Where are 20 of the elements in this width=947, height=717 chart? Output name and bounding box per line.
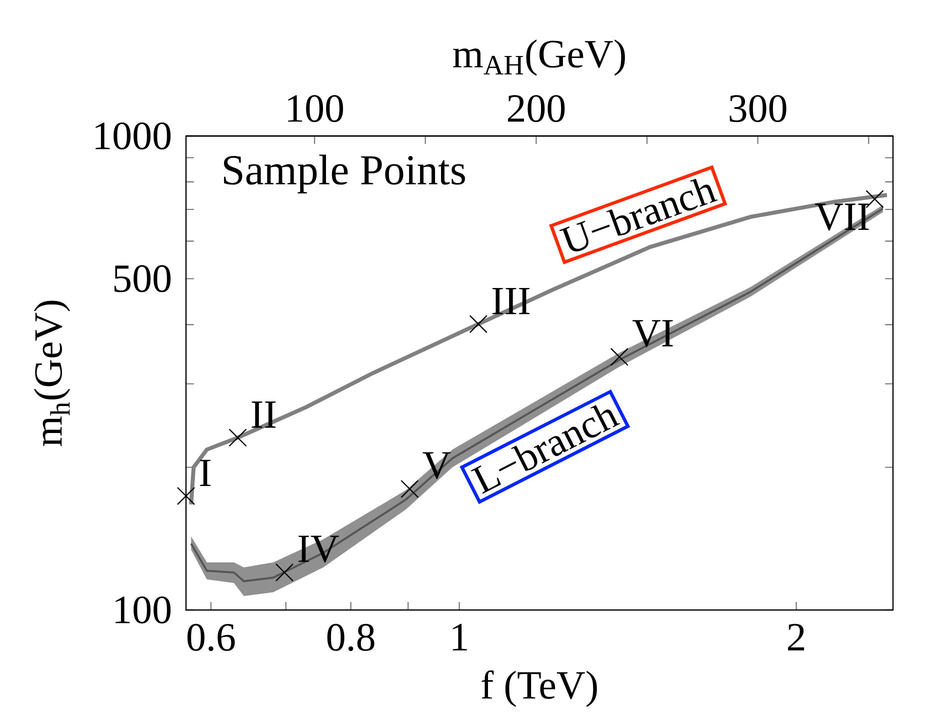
annotation: VI bbox=[632, 320, 673, 347]
y-tick-label: 500 bbox=[114, 265, 171, 292]
annotation: VII bbox=[815, 204, 869, 230]
x2-tick-label: 100 bbox=[288, 95, 344, 122]
x-tick-label: 2 bbox=[788, 624, 804, 650]
y-axis-title: m$_{h}$(GeV) bbox=[34, 300, 70, 446]
annotation: I bbox=[200, 460, 211, 486]
x2-axis-title: m$_{AH}$(GeV) bbox=[453, 40, 625, 76]
x2-tick-label: 300 bbox=[730, 95, 786, 122]
annotation: IV bbox=[298, 536, 339, 563]
x2-tick-label: 200 bbox=[508, 95, 565, 122]
chart-title: Sample Points bbox=[224, 154, 465, 194]
x-axis-title: f (TeV) bbox=[482, 670, 597, 708]
x-tick-label: 0.6 bbox=[187, 624, 235, 652]
y-tick-label: 100 bbox=[116, 596, 171, 624]
x-tick-label: 0.8 bbox=[327, 624, 374, 652]
annotation: III bbox=[492, 288, 530, 314]
annotation: II bbox=[252, 401, 276, 428]
y-tick-label: 1000 bbox=[96, 122, 171, 150]
x-tick-label: 1 bbox=[452, 624, 467, 650]
